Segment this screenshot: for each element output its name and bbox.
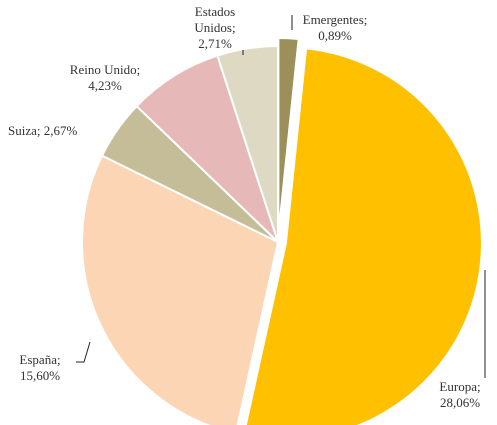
value-label: 4,23% (88, 78, 122, 93)
slices (81, 37, 483, 425)
value-label: 2,71% (198, 36, 232, 51)
data-label: Reino Unido; 4,23% (55, 62, 155, 94)
data-label: Emergentes; 0,89% (285, 12, 385, 44)
pie-slice (81, 154, 280, 425)
category-label: Estados Unidos; (194, 4, 236, 35)
data-label: España; 15,60% (4, 352, 76, 384)
pie-slice (135, 54, 279, 243)
category-label: Reino Unido; (69, 62, 141, 77)
value-label: 2,67% (40, 123, 78, 138)
pie-slice (244, 47, 483, 425)
value-label: 15,60% (19, 368, 61, 383)
category-label: Emergentes; (302, 12, 368, 27)
value-label: 28,06% (439, 395, 481, 410)
pie-slice (277, 37, 300, 235)
data-label: Estados Unidos; 2,71% (182, 4, 248, 52)
data-label: Europa; 28,06% (420, 379, 497, 411)
data-label: Suiza; 2,67% (8, 123, 128, 139)
category-label: España; (19, 352, 61, 367)
category-label: Europa; (439, 379, 481, 394)
category-label: Suiza; (8, 123, 41, 138)
value-label: 0,89% (318, 28, 352, 43)
leader-line (76, 341, 91, 363)
pie-slice (216, 44, 279, 243)
